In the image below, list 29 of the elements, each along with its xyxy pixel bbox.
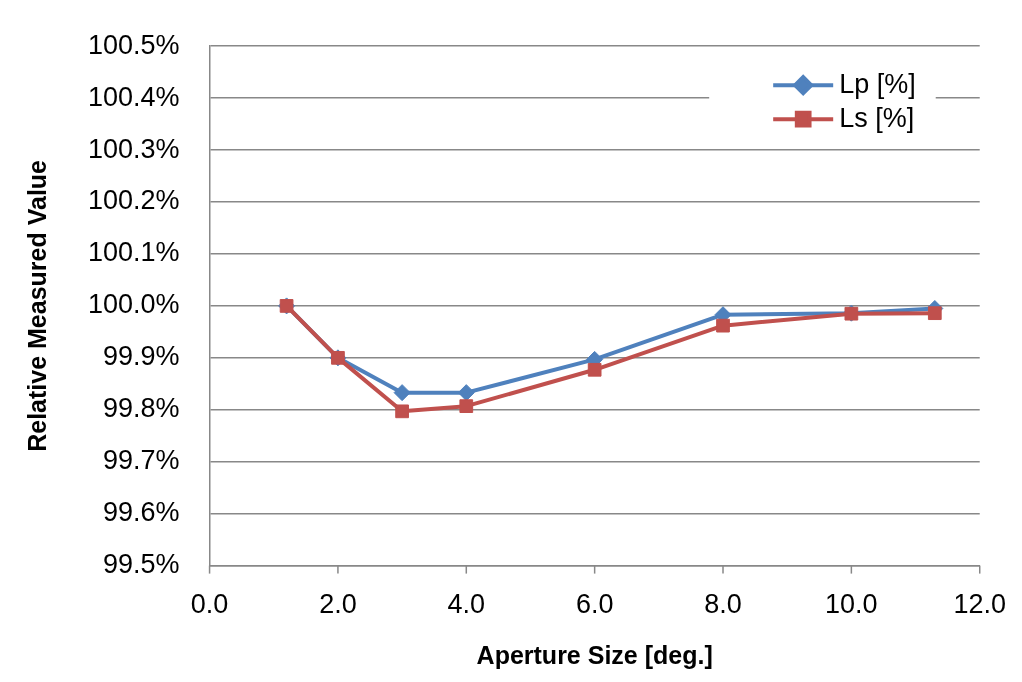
- point: [716, 318, 730, 333]
- y-tick-label: 100.1%: [88, 237, 180, 268]
- x-tick-label: 4.0: [447, 589, 486, 620]
- point: [587, 362, 602, 377]
- x-tick-label: 10.0: [825, 589, 878, 620]
- point: [393, 384, 411, 402]
- legend-label: Ls [%]: [839, 102, 915, 133]
- y-tick-label: 99.8%: [103, 393, 180, 424]
- x-tick-label: 6.0: [575, 589, 614, 620]
- point: [395, 404, 409, 419]
- x-tick-label: 0.0: [190, 589, 229, 620]
- y-tick-label: 100.2%: [88, 185, 180, 216]
- point: [459, 399, 474, 414]
- x-tick-label: 2.0: [319, 589, 357, 620]
- y-tick-label: 99.5%: [103, 549, 180, 580]
- y-tick-label: 100.4%: [88, 81, 180, 112]
- y-tick-label: 99.7%: [103, 445, 180, 476]
- x-tick-label: 12.0: [953, 589, 1007, 620]
- y-tick-label: 99.9%: [103, 341, 180, 372]
- point: [927, 306, 942, 321]
- x-tick-label: 8.0: [704, 589, 742, 620]
- legend-label: Lp [%]: [839, 68, 916, 99]
- y-tick-label: 100.0%: [88, 289, 180, 320]
- y-tick-label: 100.5%: [88, 29, 180, 60]
- y-tick-label: 100.3%: [88, 133, 180, 164]
- y-axis-title: Relative Measured Value: [22, 159, 51, 452]
- y-tick-label: 99.6%: [103, 497, 180, 528]
- x-axis-title: Aperture Size [deg.]: [476, 640, 713, 669]
- point: [457, 384, 475, 402]
